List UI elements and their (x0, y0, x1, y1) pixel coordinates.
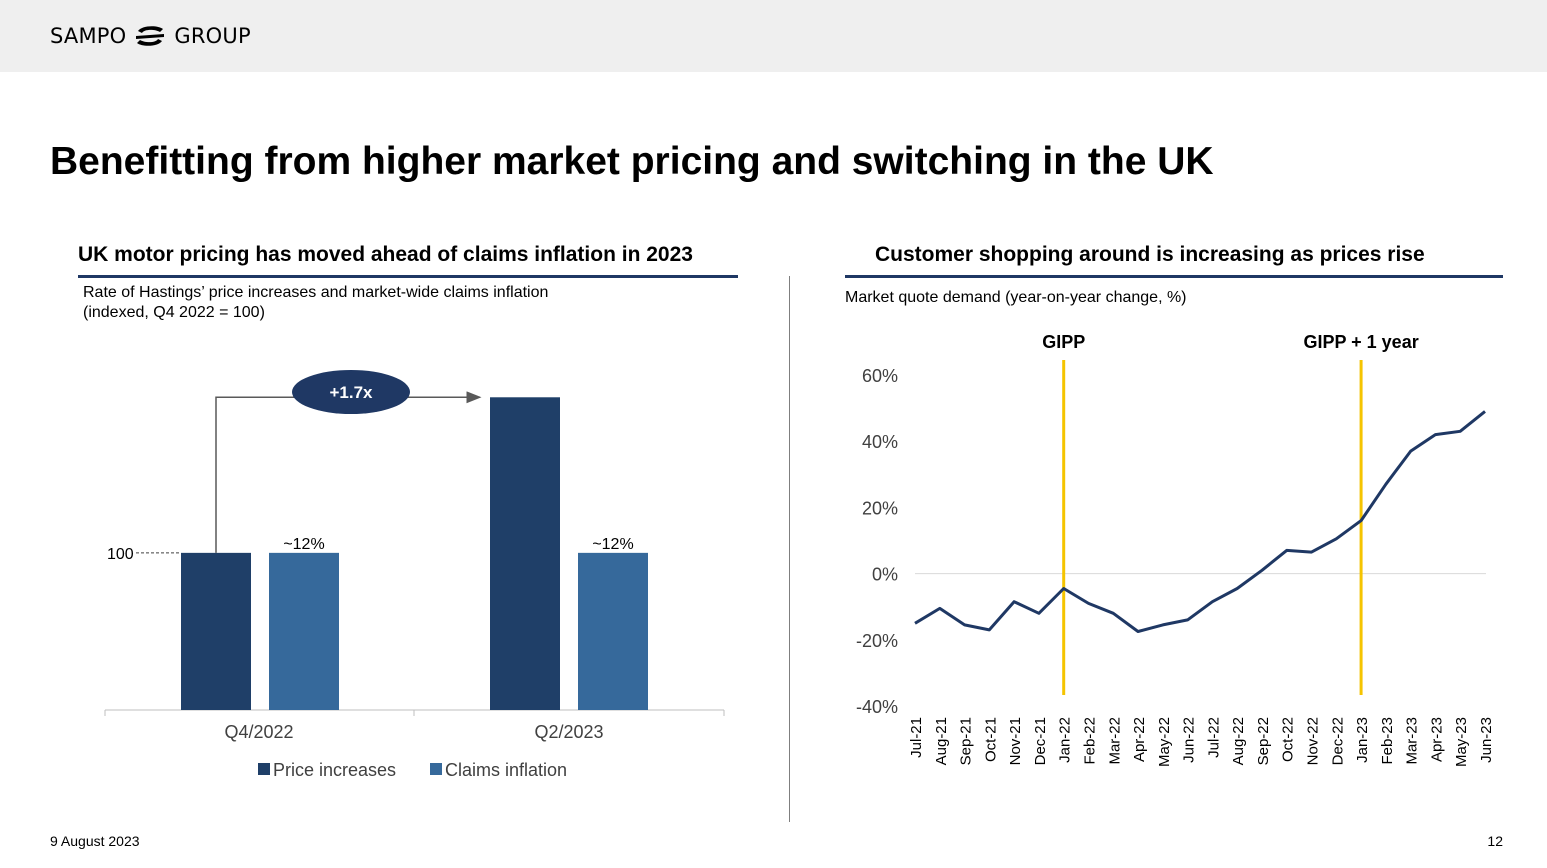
x-tick-label: Apr-22 (1131, 717, 1148, 762)
x-tick-label: Jan-23 (1354, 717, 1371, 763)
y-tick-label: -40% (856, 697, 898, 717)
quote-demand-line (914, 410, 1486, 633)
panel-divider (789, 276, 790, 822)
left-heading-rule (78, 275, 738, 278)
x-tick-label: Dec-21 (1032, 717, 1049, 765)
sampo-s-mark-icon (136, 26, 165, 46)
x-tick-label: Jul-21 (908, 717, 925, 758)
header-bar (0, 0, 1547, 72)
x-tick-label: Mar-22 (1106, 717, 1123, 765)
x-tick-label: Feb-23 (1379, 717, 1396, 765)
x-tick-label: Jul-22 (1205, 717, 1222, 758)
x-tick-label: Nov-21 (1007, 717, 1024, 765)
logo-text-left: SAMPO (50, 24, 127, 48)
x-tick-label: Jun-22 (1181, 717, 1198, 763)
left-panel-subtitle: Rate of Hastings’ price increases and ma… (83, 283, 548, 323)
x-tick-label: Sep-21 (958, 717, 975, 765)
x-tick-label: May-22 (1156, 717, 1173, 767)
right-panel-subtitle: Market quote demand (year-on-year change… (845, 289, 1187, 306)
y-tick-label: 40% (862, 432, 898, 452)
growth-annotation-bubble (292, 370, 410, 414)
legend-label-price-increases: Price increases (273, 760, 396, 780)
page-number: 12 (1487, 833, 1503, 849)
y-tick-label: -20% (856, 631, 898, 651)
legend-label-claims-inflation: Claims inflation (445, 760, 567, 780)
footer-date: 9 August 2023 (50, 833, 140, 849)
x-tick-label: May-23 (1453, 717, 1470, 767)
bar-claims-inflation-q4-2022 (269, 552, 339, 710)
x-tick-label: Oct-21 (982, 717, 999, 762)
x-tick-label: Mar-23 (1404, 717, 1421, 765)
left-panel-heading: UK motor pricing has moved ahead of clai… (78, 243, 693, 266)
left-subtitle-line2: (indexed, Q4 2022 = 100) (83, 304, 265, 321)
x-tick-label: Feb-22 (1081, 717, 1098, 765)
left-subtitle-line1: Rate of Hastings’ price increases and ma… (83, 284, 549, 301)
bar-price-increases-q4-2022 (181, 552, 251, 710)
right-panel-heading: Customer shopping around is increasing a… (875, 243, 1425, 266)
slide-title: Benefitting from higher market pricing a… (50, 140, 1214, 183)
growth-arrow (215, 391, 482, 553)
event-marker-label: GIPP (1042, 332, 1085, 352)
right-heading-rule (845, 275, 1503, 278)
x-tick-label: Oct-22 (1280, 717, 1297, 762)
legend-swatch-claims-inflation (430, 763, 442, 775)
bar-label-claims-q2-2023: ~12% (592, 536, 633, 553)
bar-label-claims-q4-2022: ~12% (283, 536, 324, 553)
x-tick-label: Apr-23 (1428, 717, 1445, 762)
bar-claims-inflation-q2-2023 (578, 552, 648, 710)
x-tick-label: Nov-22 (1305, 717, 1322, 765)
growth-annotation-text: +1.7x (329, 383, 373, 402)
y-tick-label: 20% (862, 498, 898, 518)
logo-text-right: GROUP (174, 24, 251, 48)
x-label-q4-2022: Q4/2022 (224, 722, 293, 742)
x-tick-label: Aug-21 (933, 717, 950, 765)
x-tick-label: Jan-22 (1057, 717, 1074, 763)
y-tick-label: 0% (872, 565, 898, 585)
x-tick-label: Dec-22 (1329, 717, 1346, 765)
x-axis: Jul-21 Aug-21 Sep-21 Oct-21 Nov-21 Dec-21 Jan-… (908, 717, 1495, 767)
x-label-q2-2023: Q2/2023 (534, 722, 603, 742)
x-tick-label: Jun-23 (1478, 717, 1495, 763)
line-chart: 60% 40% 20% 0% -20% -40% GIPP GIPP + 1 year Ju… (856, 332, 1495, 767)
x-tick-label: Aug-22 (1230, 717, 1247, 765)
bar-chart: 100 ~12% ~12% +1.7x Q4/2022 Q2/2023 Pric… (104, 370, 725, 780)
y-tick-label: 60% (862, 366, 898, 386)
x-tick-label: Sep-22 (1255, 717, 1272, 765)
sampo-group-logo[interactable]: SAMPO GROUP (50, 22, 251, 50)
legend-swatch-price-increases (258, 763, 270, 775)
bar-price-increases-q2-2023 (490, 397, 560, 710)
y-axis: 60% 40% 20% 0% -20% -40% (856, 366, 898, 717)
baseline-label: 100 (107, 546, 134, 563)
event-marker-label: GIPP + 1 year (1303, 332, 1418, 352)
event-markers: GIPP GIPP + 1 year (1042, 332, 1419, 695)
